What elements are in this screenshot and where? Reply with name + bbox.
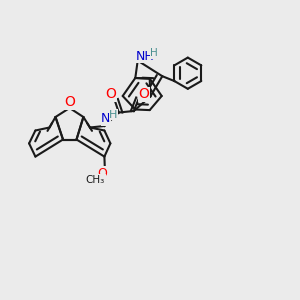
Text: H: H bbox=[109, 110, 118, 120]
Text: O: O bbox=[98, 167, 107, 180]
Text: O: O bbox=[138, 88, 149, 101]
Text: CH₃: CH₃ bbox=[86, 175, 105, 185]
Text: NH: NH bbox=[136, 50, 154, 63]
Text: H: H bbox=[150, 48, 158, 58]
Text: O: O bbox=[64, 95, 75, 109]
Text: N: N bbox=[101, 112, 111, 125]
Text: O: O bbox=[105, 88, 116, 101]
